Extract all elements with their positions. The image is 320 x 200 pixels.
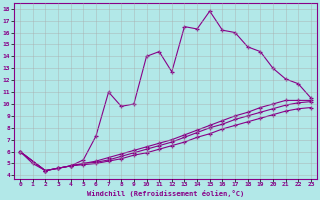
X-axis label: Windchill (Refroidissement éolien,°C): Windchill (Refroidissement éolien,°C) [87, 190, 244, 197]
